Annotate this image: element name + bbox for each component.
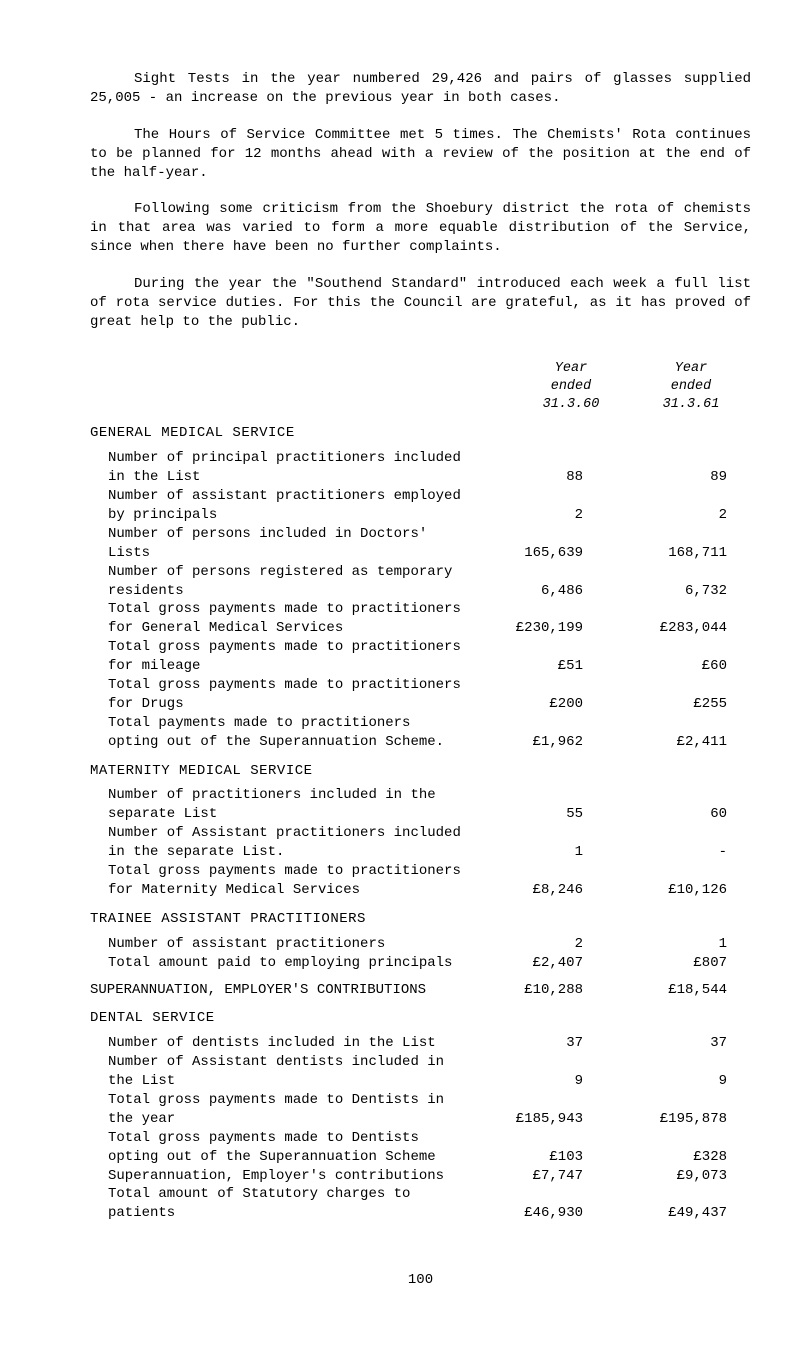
- cell-value: 60: [607, 805, 751, 824]
- section-title: MATERNITY MEDICAL SERVICE: [90, 762, 751, 781]
- table-row: Total gross payments made to Dentists op…: [90, 1129, 751, 1167]
- cell-value: 1: [607, 935, 751, 954]
- paragraph-1: Sight Tests in the year numbered 29,426 …: [90, 70, 751, 108]
- cell-value: 6,486: [463, 582, 607, 601]
- row-label: Total gross payments made to practitione…: [90, 676, 463, 714]
- cell-value: £230,199: [463, 619, 607, 638]
- cell-value: £103: [463, 1148, 607, 1167]
- cell-value: 1: [463, 843, 607, 862]
- cell-value: £328: [607, 1148, 751, 1167]
- row-label: Total amount of Statutory charges to pat…: [90, 1185, 463, 1223]
- table-row: Number of practitioners included in the …: [90, 786, 751, 824]
- table-row: Total gross payments made to practitione…: [90, 862, 751, 900]
- cell-value: 6,732: [607, 582, 751, 601]
- table-row: Number of assistant practitioners21: [90, 935, 751, 954]
- row-label: Total gross payments made to practitione…: [90, 638, 463, 676]
- row-label: Number of persons registered as temporar…: [90, 563, 463, 601]
- row-label: Number of assistant practitioners employ…: [90, 487, 463, 525]
- table-row: Total gross payments made to practitione…: [90, 600, 751, 638]
- cell-value: £51: [463, 657, 607, 676]
- row-label: Number of practitioners included in the …: [90, 786, 463, 824]
- cell-value: £46,930: [463, 1204, 607, 1223]
- page-number: 100: [90, 1271, 751, 1290]
- cell-value: £200: [463, 695, 607, 714]
- table-row: Number of dentists included in the List3…: [90, 1034, 751, 1053]
- row-label: Total amount paid to employing principal…: [90, 954, 463, 973]
- table-row: Number of Assistant practitioners includ…: [90, 824, 751, 862]
- cell-value: £60: [607, 657, 751, 676]
- table-row: Total gross payments made to practitione…: [90, 676, 751, 714]
- cell-value: 2: [607, 506, 751, 525]
- paragraph-4: During the year the "Southend Standard" …: [90, 275, 751, 332]
- row-label: Superannuation, Employer's contributions: [90, 1167, 463, 1186]
- row-label: Number of dentists included in the List: [90, 1034, 463, 1053]
- cell-value: £195,878: [607, 1110, 751, 1129]
- row-label: Number of assistant practitioners: [90, 935, 463, 954]
- cell-value: £7,747: [463, 1167, 607, 1186]
- column-header-year2: Year ended 31.3.61: [631, 360, 751, 415]
- cell-value: 9: [463, 1072, 607, 1091]
- cell-value: £49,437: [607, 1204, 751, 1223]
- cell-value: £10,288: [463, 981, 607, 1000]
- row-label: Total payments made to practitioners opt…: [90, 714, 463, 752]
- row-label: Number of principal practitioners includ…: [90, 449, 463, 487]
- cell-value: 37: [463, 1034, 607, 1053]
- section-title: TRAINEE ASSISTANT PRACTITIONERS: [90, 910, 751, 929]
- cell-value: £255: [607, 695, 751, 714]
- cell-value: 88: [463, 468, 607, 487]
- cell-value: £18,544: [607, 981, 751, 1000]
- table-row: Total amount paid to employing principal…: [90, 954, 751, 973]
- table-row: Total gross payments made to practitione…: [90, 638, 751, 676]
- cell-value: £9,073: [607, 1167, 751, 1186]
- cell-value: 9: [607, 1072, 751, 1091]
- cell-value: -: [607, 843, 751, 862]
- table-row: Number of persons included in Doctors' L…: [90, 525, 751, 563]
- cell-value: £2,407: [463, 954, 607, 973]
- cell-value: 55: [463, 805, 607, 824]
- table-row: Number of Assistant dentists included in…: [90, 1053, 751, 1091]
- cell-value: 168,711: [607, 544, 751, 563]
- cell-value: £185,943: [463, 1110, 607, 1129]
- table-row: Number of assistant practitioners employ…: [90, 487, 751, 525]
- row-label: Number of persons included in Doctors' L…: [90, 525, 463, 563]
- table-row: SUPERANNUATION, EMPLOYER'S CONTRIBUTIONS…: [90, 981, 751, 1000]
- cell-value: £283,044: [607, 619, 751, 638]
- table-column-headers: Year ended 31.3.60 Year ended 31.3.61: [90, 360, 751, 415]
- table-row: Number of persons registered as temporar…: [90, 563, 751, 601]
- cell-value: £2,411: [607, 733, 751, 752]
- paragraph-3: Following some criticism from the Shoebu…: [90, 200, 751, 257]
- row-label: Number of Assistant dentists included in…: [90, 1053, 463, 1091]
- cell-value: 2: [463, 935, 607, 954]
- cell-value: 2: [463, 506, 607, 525]
- section-title: GENERAL MEDICAL SERVICE: [90, 424, 751, 443]
- cell-value: 165,639: [463, 544, 607, 563]
- cell-value: £8,246: [463, 881, 607, 900]
- row-label: Number of Assistant practitioners includ…: [90, 824, 463, 862]
- row-label: Total gross payments made to practitione…: [90, 600, 463, 638]
- section-title: DENTAL SERVICE: [90, 1009, 751, 1028]
- table-row: Superannuation, Employer's contributions…: [90, 1167, 751, 1186]
- row-label: Total gross payments made to practitione…: [90, 862, 463, 900]
- cell-value: £10,126: [607, 881, 751, 900]
- cell-value: £1,962: [463, 733, 607, 752]
- paragraph-2: The Hours of Service Committee met 5 tim…: [90, 126, 751, 183]
- cell-value: 37: [607, 1034, 751, 1053]
- table-row: Total gross payments made to Dentists in…: [90, 1091, 751, 1129]
- cell-value: 89: [607, 468, 751, 487]
- row-label: Total gross payments made to Dentists in…: [90, 1091, 463, 1129]
- row-label: Total gross payments made to Dentists op…: [90, 1129, 463, 1167]
- table-row: Total payments made to practitioners opt…: [90, 714, 751, 752]
- table-row: Total amount of Statutory charges to pat…: [90, 1185, 751, 1223]
- cell-value: £807: [607, 954, 751, 973]
- column-header-year1: Year ended 31.3.60: [511, 360, 631, 415]
- table-row: Number of principal practitioners includ…: [90, 449, 751, 487]
- section-title: SUPERANNUATION, EMPLOYER'S CONTRIBUTIONS: [90, 981, 463, 1000]
